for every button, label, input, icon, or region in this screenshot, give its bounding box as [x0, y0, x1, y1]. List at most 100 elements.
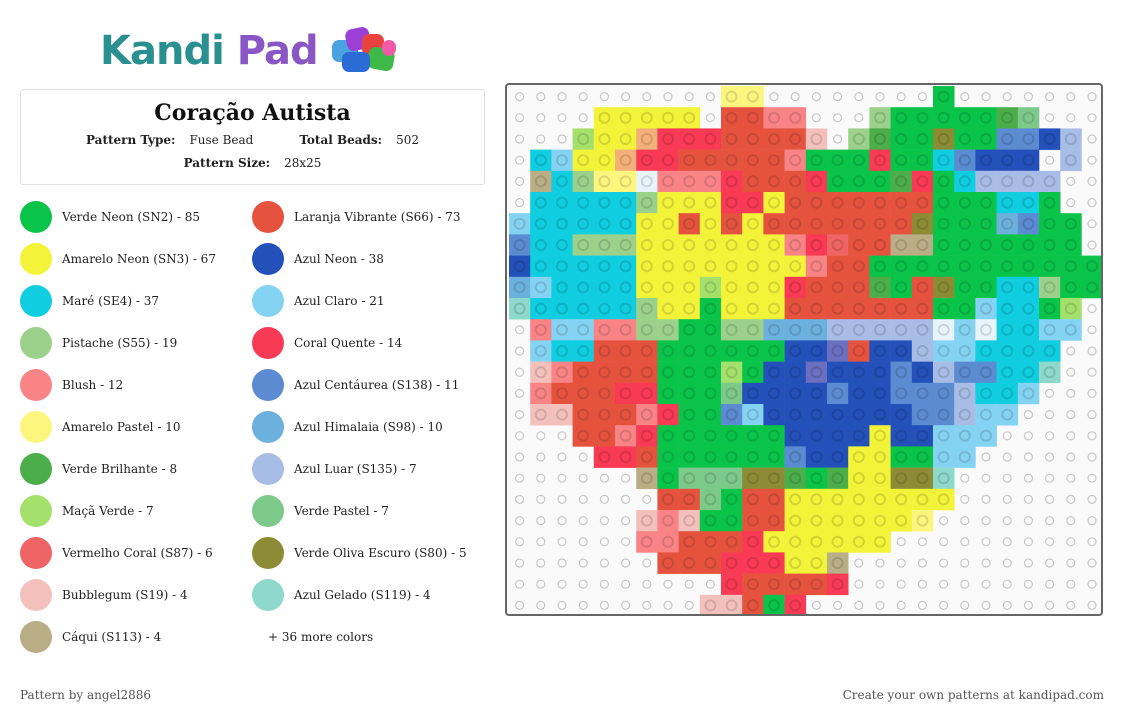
bead-hole	[640, 323, 653, 336]
empty-peg	[1087, 176, 1097, 187]
empty-peg	[642, 494, 652, 504]
bead-hole	[1043, 281, 1056, 294]
bead	[742, 404, 764, 426]
bead-hole	[1001, 366, 1014, 379]
bead	[636, 149, 658, 172]
bead	[657, 298, 679, 320]
bead-hole	[746, 493, 759, 506]
bead-hole	[852, 535, 865, 548]
empty-peg	[599, 92, 610, 102]
bead-hole	[725, 493, 738, 506]
bead-hole	[598, 451, 611, 463]
bead-hole	[1001, 217, 1014, 230]
bead	[933, 234, 955, 256]
bead-hole	[916, 323, 929, 336]
empty-peg	[557, 537, 567, 547]
bead-hole	[958, 408, 971, 421]
bead	[1017, 255, 1040, 278]
bead	[699, 319, 722, 341]
bead	[954, 170, 976, 193]
bead-hole	[937, 366, 950, 379]
bead-hole	[810, 535, 823, 548]
bead-hole	[810, 196, 823, 209]
empty-peg	[599, 537, 610, 547]
bead	[551, 298, 573, 320]
pattern-author[interactable]: Pattern by angel2886	[20, 688, 152, 702]
bead	[572, 213, 595, 235]
bead-hole	[725, 90, 738, 103]
bead	[869, 107, 891, 129]
bead-hole	[789, 451, 802, 463]
bead-hole	[640, 345, 653, 357]
bead-hole	[1001, 196, 1014, 209]
bead	[890, 446, 913, 468]
bead-hole	[937, 260, 950, 273]
bead	[572, 149, 595, 172]
kandipad-logo[interactable]: Kandi Pad	[100, 25, 410, 76]
more-colors-link[interactable]: + 36 more colors	[268, 630, 374, 644]
bead	[721, 192, 743, 214]
bead-hole	[598, 111, 611, 124]
bead-hole	[768, 535, 780, 548]
bead	[784, 425, 807, 447]
bead	[657, 467, 679, 490]
bead-hole	[874, 111, 886, 124]
bead-hole	[874, 535, 886, 548]
bead	[636, 255, 658, 278]
color-swatch	[252, 495, 284, 527]
bead-hole	[534, 281, 547, 294]
bead	[742, 213, 764, 235]
bead	[890, 425, 913, 447]
bead	[636, 276, 658, 299]
empty-peg	[578, 516, 588, 526]
bead-hole	[746, 451, 759, 463]
bead	[551, 382, 573, 405]
bead-hole	[852, 366, 865, 379]
bead	[636, 425, 658, 447]
bead	[911, 382, 934, 405]
bead	[954, 382, 976, 405]
empty-peg	[960, 516, 970, 526]
empty-peg	[1066, 494, 1076, 504]
bead	[890, 488, 913, 511]
bead	[975, 149, 997, 172]
empty-peg	[536, 494, 546, 504]
bead-hole	[937, 239, 950, 251]
legend-label: Bubblegum (S19) - 4	[62, 588, 188, 602]
bead	[805, 382, 828, 405]
bead	[954, 361, 976, 384]
bead-hole	[1043, 175, 1056, 188]
bead	[827, 361, 849, 384]
beads-logo-icon	[328, 25, 398, 76]
bead-hole	[534, 387, 547, 400]
empty-peg	[1066, 516, 1076, 526]
legend-label: Azul Claro - 21	[294, 294, 385, 308]
bead-hole	[662, 323, 674, 336]
empty-peg	[1066, 410, 1076, 420]
bead-hole	[852, 514, 865, 527]
bead-hole	[937, 429, 950, 442]
bead-hole	[725, 302, 738, 315]
bead-hole	[1022, 366, 1035, 379]
empty-peg	[981, 452, 991, 462]
empty-peg	[536, 92, 546, 102]
bead	[742, 594, 764, 614]
bead-hole	[704, 429, 717, 442]
bead-hole	[895, 472, 908, 485]
bead-hole	[937, 133, 950, 145]
empty-peg	[1023, 431, 1034, 441]
empty-peg	[515, 600, 525, 611]
bead	[742, 510, 764, 532]
bead	[784, 594, 807, 614]
bead	[848, 404, 870, 426]
bead-hole	[577, 323, 590, 336]
create-pattern-link[interactable]: Create your own patterns at kandipad.com	[842, 688, 1104, 702]
bead	[933, 488, 955, 511]
legend-label: Verde Oliva Escuro (S80) - 5	[294, 546, 467, 560]
bead-hole	[598, 196, 611, 209]
empty-peg	[536, 134, 546, 144]
bead-hole	[619, 217, 632, 230]
bead-hole	[598, 323, 611, 336]
bead-hole	[662, 111, 674, 124]
bead	[827, 234, 849, 256]
